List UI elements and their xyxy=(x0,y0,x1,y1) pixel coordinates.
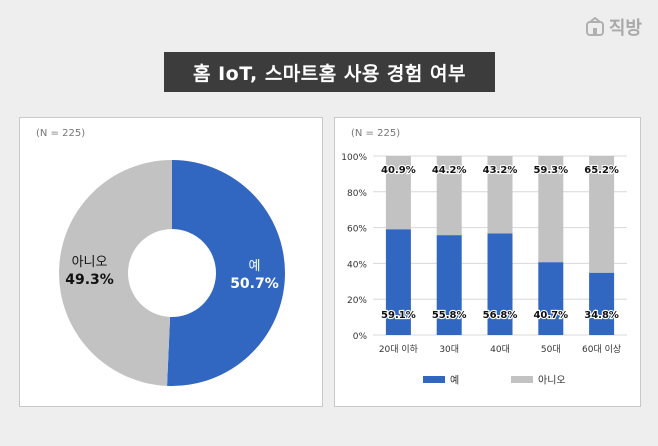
bar-value-label: 40.9% xyxy=(381,165,416,176)
legend-label: 예 xyxy=(450,375,459,387)
bar-segment-no xyxy=(538,156,564,263)
building-icon xyxy=(585,17,604,36)
bar-sample-size: (N = 225) xyxy=(351,128,401,139)
bar-value-label: 56.8% xyxy=(483,310,518,321)
bar-segment-no xyxy=(436,156,462,236)
logo: 직방 xyxy=(585,14,642,40)
y-tick-label: 0% xyxy=(353,332,368,342)
pie-slice-yes xyxy=(167,160,286,387)
pie-chart-panel: (N = 225) 예 50.7% 아니오 49.3% xyxy=(19,117,323,407)
bar-segment-yes xyxy=(487,233,513,335)
bar-value-label: 65.2% xyxy=(584,165,619,176)
x-category-label: 30대 xyxy=(439,344,459,355)
bar-value-label: 59.3% xyxy=(533,165,568,176)
y-tick-label: 100% xyxy=(341,153,367,163)
y-tick-label: 80% xyxy=(347,189,367,199)
bar-segment-no xyxy=(589,156,615,273)
legend-swatch-yes xyxy=(423,376,445,383)
bar-segment-no xyxy=(487,156,513,234)
bar-chart-panel: (N = 225) 0% 20% 40% 60% 80% 100% 59.1% 40.9% 20… xyxy=(334,117,641,407)
page-title: 홈 IoT, 스마트홈 사용 경험 여부 xyxy=(164,52,495,92)
x-category-label: 40대 xyxy=(490,344,510,355)
x-category-label: 50대 xyxy=(541,344,561,355)
legend-label: 아니오 xyxy=(538,375,566,387)
pie-slice-label: 아니오 xyxy=(72,255,108,270)
bar-segment-yes xyxy=(385,229,411,335)
bar-value-label: 44.2% xyxy=(432,165,467,176)
pie-slice-label: 예 xyxy=(248,259,260,274)
pie-chart: 예 50.7% 아니오 49.3% xyxy=(59,160,286,387)
pie-slice-no xyxy=(59,160,173,386)
bar-segment-yes xyxy=(589,272,615,335)
pie-sample-size: (N = 225) xyxy=(36,128,86,139)
bar-value-label: 43.2% xyxy=(483,165,518,176)
bar-value-label: 59.1% xyxy=(381,310,416,321)
y-tick-label: 40% xyxy=(347,260,367,270)
bar-segment-yes xyxy=(538,262,564,335)
bar-value-label: 55.8% xyxy=(432,310,467,321)
legend-swatch-no xyxy=(511,376,533,383)
y-tick-label: 20% xyxy=(347,296,367,306)
stacked-bar-chart: 0% 20% 40% 60% 80% 100% 59.1% 40.9% 20대 이하 55.8% 4… xyxy=(341,153,627,387)
x-category-label: 60대 이상 xyxy=(582,344,621,355)
logo-text: 직방 xyxy=(608,18,642,39)
bar-value-label: 40.7% xyxy=(533,310,568,321)
pie-slice-value: 50.7% xyxy=(230,276,279,292)
pie-slice-value: 49.3% xyxy=(65,272,114,288)
bar-value-label: 34.8% xyxy=(584,310,619,321)
x-category-label: 20대 이하 xyxy=(379,344,419,355)
bar-segment-yes xyxy=(436,235,462,335)
bar-segment-no xyxy=(385,156,411,230)
y-tick-label: 60% xyxy=(347,225,367,235)
